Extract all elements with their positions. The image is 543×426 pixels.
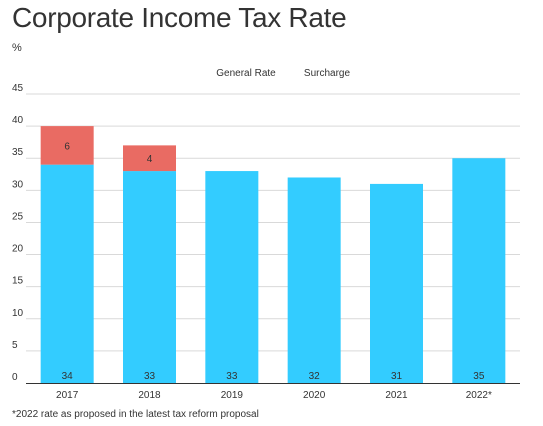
x-tick-label: 2017 (56, 390, 79, 401)
data-label-surcharge: 6 (64, 141, 70, 152)
bar-surcharge (123, 145, 176, 172)
legend: General Rate Surcharge (216, 68, 350, 79)
legend-item: General Rate (216, 68, 276, 79)
x-tick-labels: 2017 2018 2019 2020 2021 2022* (56, 390, 492, 401)
bar-surcharge (40, 126, 94, 165)
x-tick-label: 2021 (385, 390, 408, 401)
bar-general-rate (40, 164, 94, 383)
x-tick-label: 2018 (138, 390, 161, 401)
data-labels: 6 34 4 33 33 32 31 35 (62, 141, 485, 382)
gridlines (26, 93, 520, 384)
y-tick-label: 20 (12, 244, 24, 255)
bars (40, 126, 506, 383)
y-tick-labels: 0 5 10 15 20 25 30 35 40 45 (12, 83, 24, 383)
x-tick-label: 2022* (466, 390, 492, 401)
data-label-general-rate: 32 (309, 371, 321, 382)
y-tick-label: 45 (12, 83, 24, 94)
y-tick-label: 30 (12, 179, 24, 190)
y-tick-label: 15 (12, 276, 24, 287)
y-tick-label: 25 (12, 211, 24, 222)
data-label-general-rate: 34 (62, 371, 74, 382)
y-tick-label: 35 (12, 147, 24, 158)
x-tick-label: 2019 (221, 390, 244, 401)
y-tick-label: 5 (12, 340, 18, 351)
data-label-general-rate: 33 (226, 371, 238, 382)
data-label-surcharge: 4 (147, 154, 153, 165)
data-label-general-rate: 35 (473, 371, 485, 382)
y-tick-label: 0 (12, 372, 18, 383)
bar-general-rate (287, 177, 341, 383)
bar-general-rate (123, 171, 176, 383)
bar-general-rate (205, 171, 259, 383)
y-tick-label: 40 (12, 115, 24, 126)
data-label-general-rate: 31 (391, 371, 403, 382)
bar-general-rate (370, 183, 423, 383)
legend-item: Surcharge (304, 68, 351, 79)
chart-title: Corporate Income Tax Rate (12, 2, 347, 33)
footnote: *2022 rate as proposed in the latest tax… (12, 409, 259, 420)
x-tick-label: 2020 (303, 390, 326, 401)
y-tick-label: 10 (12, 308, 24, 319)
data-label-general-rate: 33 (144, 371, 156, 382)
y-axis-unit: % (12, 42, 22, 54)
bar-general-rate (452, 158, 506, 383)
